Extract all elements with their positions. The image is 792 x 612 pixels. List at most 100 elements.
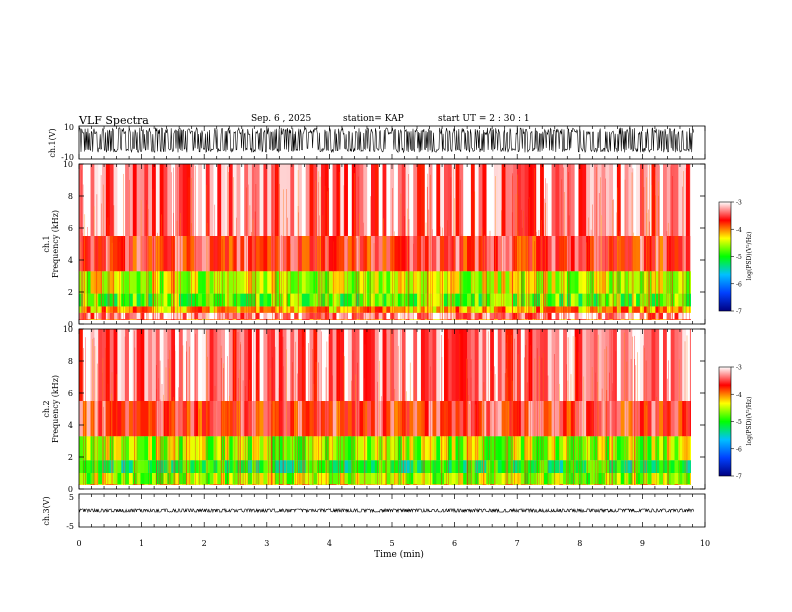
ch1-spectrogram-cell xyxy=(524,164,529,236)
ch1-spectrogram-cell xyxy=(336,271,341,294)
ch2-spectrogram-cell xyxy=(294,460,299,473)
ch1-spectrogram-cell xyxy=(467,271,472,294)
ch2-spectrogram-cell xyxy=(578,329,583,401)
ch1-spectrogram-cell xyxy=(221,271,226,294)
ch1-spectrogram-cell xyxy=(613,293,618,307)
ch2-ylabel-frequency: Frequency (kHz) xyxy=(51,375,60,443)
ch2-spectrogram-cell xyxy=(94,484,99,485)
ch1-spectrogram-cell xyxy=(178,306,184,313)
ch1-spectrogram-cell xyxy=(248,319,253,320)
ytick-label: 8 xyxy=(68,357,73,366)
ch2-spectrogram-cell xyxy=(628,484,633,485)
ch1-spectrogram-cell xyxy=(259,236,264,272)
ch1-spectrogram-cell xyxy=(128,319,134,320)
ch1-spectrogram-cell xyxy=(659,164,664,236)
ch2-spectrogram-cell xyxy=(601,460,606,473)
ch1-spectrogram-cell xyxy=(605,293,610,307)
ch1-spectrogram-cell xyxy=(225,236,230,272)
ch2-spectrogram-xticks xyxy=(78,329,706,489)
ch1-spectrogram-cell xyxy=(248,312,253,320)
ch1-spectrogram-cell xyxy=(624,236,629,272)
ch1-spectrogram-cell xyxy=(282,164,287,236)
ch1-spectrogram-cell xyxy=(459,164,464,236)
ch1-spectrogram-cell xyxy=(140,271,145,294)
ch1-spectrogram-cell xyxy=(528,236,533,272)
ch2-spectrogram-cell xyxy=(194,401,199,437)
ch2-spectrogram-cell xyxy=(244,329,249,401)
ch2-spectrogram-cell xyxy=(628,436,633,461)
ch1-spectrogram-cell xyxy=(578,319,583,320)
ch1-spectrogram-cell xyxy=(221,319,226,320)
ch2-spectrogram-cell xyxy=(586,473,591,485)
ch1-spectrogram-cell xyxy=(186,293,191,307)
ch1-spectrogram-cell xyxy=(359,319,364,320)
ch2-spectrogram-cell xyxy=(420,473,426,485)
ch1-spectrogram-cell xyxy=(282,271,287,294)
ch1-spectrogram-cell xyxy=(436,236,441,272)
ch2-spectrogram-cell xyxy=(674,473,679,485)
ch2-spectrogram-cell xyxy=(524,436,529,461)
ch1-spectrogram-cell xyxy=(336,236,341,272)
ch2-spectrogram-cell xyxy=(616,484,622,485)
ch2-spectrogram-cell xyxy=(493,329,499,401)
ch2-spectrogram-cell xyxy=(374,473,380,485)
ch2-spectrogram-cell xyxy=(432,329,437,401)
ch1-spectrogram-cell xyxy=(217,164,222,236)
ch1-spectrogram-cell xyxy=(501,164,506,236)
ch2-spectrogram-cell xyxy=(294,473,299,485)
ch2-spectrogram-cell xyxy=(136,460,141,473)
ch1-spectrogram-cell xyxy=(417,312,422,320)
ch1-spectrogram-cell xyxy=(620,293,625,307)
ch2-spectrogram-cell xyxy=(470,473,476,485)
ch2-spectrogram-cell xyxy=(125,329,130,401)
ch2-spectrogram-cell xyxy=(163,484,168,485)
colorbar-tick-label: -4 xyxy=(736,227,742,234)
ch2-spectrogram-cell xyxy=(394,436,399,461)
ch1-spectrogram-cell xyxy=(478,306,483,313)
ch1-spectrogram-cell xyxy=(271,271,276,294)
ch1-spectrogram-cell xyxy=(436,306,441,313)
ch1-spectrogram-cell xyxy=(298,319,303,320)
ch1-spectrogram-cell xyxy=(363,164,368,236)
ch1-spectrogram-cell xyxy=(221,306,226,313)
ch2-spectrogram-cell xyxy=(221,473,226,485)
ch1-spectrogram-cell xyxy=(578,236,583,272)
ch2-spectrogram-cell xyxy=(102,436,107,461)
ch2-spectrogram-cell xyxy=(647,401,652,437)
ch1-spectrogram-cell xyxy=(267,164,272,236)
ch2-spectrogram-cell xyxy=(536,473,541,485)
ch1-spectrogram-cell xyxy=(455,236,460,272)
ch1-spectrogram-cell xyxy=(666,236,672,272)
ch2-spectrogram-cell xyxy=(659,401,664,437)
ch1-spectrogram-cell xyxy=(444,293,449,307)
ch1-spectrogram-cell xyxy=(424,312,430,320)
ch2-spectrogram-cell xyxy=(351,473,357,485)
ch1-spectrogram-cell xyxy=(409,306,414,313)
ch2-spectrogram-cell xyxy=(478,473,483,485)
ch1-spectrogram-cell xyxy=(186,319,191,320)
ch2-spectrogram-cell xyxy=(497,329,503,401)
ch2-spectrogram-cell xyxy=(663,460,668,473)
ch1-spectrogram-cell xyxy=(428,164,433,236)
ch1-spectrogram-cell xyxy=(513,293,518,307)
ch2-spectrogram-cell xyxy=(294,436,299,461)
ch2-spectrogram-cell xyxy=(605,484,610,485)
ch2-spectrogram-cell xyxy=(605,329,610,401)
ch2-spectrogram-cell xyxy=(670,401,675,437)
ch2-spectrogram-cell xyxy=(271,329,276,401)
ch2-spectrogram-cell xyxy=(428,484,433,485)
ch1-spectrogram-cell xyxy=(490,306,495,313)
ch2-spectrogram-cell xyxy=(340,473,345,485)
ch1-spectrogram-cell xyxy=(132,319,138,320)
ch1-spectrogram-cell xyxy=(178,271,184,294)
ch2-spectrogram-cell xyxy=(378,460,383,473)
ch1-spectrogram-cell xyxy=(374,271,380,294)
ch1-spectrogram-cell xyxy=(90,306,95,313)
ch1-spectrogram-cell xyxy=(186,271,191,294)
ch1-spectrogram-cell xyxy=(597,236,602,272)
ch2-spectrogram-cell xyxy=(205,473,211,485)
ch2-spectrogram-cell xyxy=(213,329,218,401)
ch1-spectrogram-cell xyxy=(267,312,272,320)
ch2-spectrogram-cell xyxy=(517,401,522,437)
ch1-spectrogram-cell xyxy=(328,293,333,307)
